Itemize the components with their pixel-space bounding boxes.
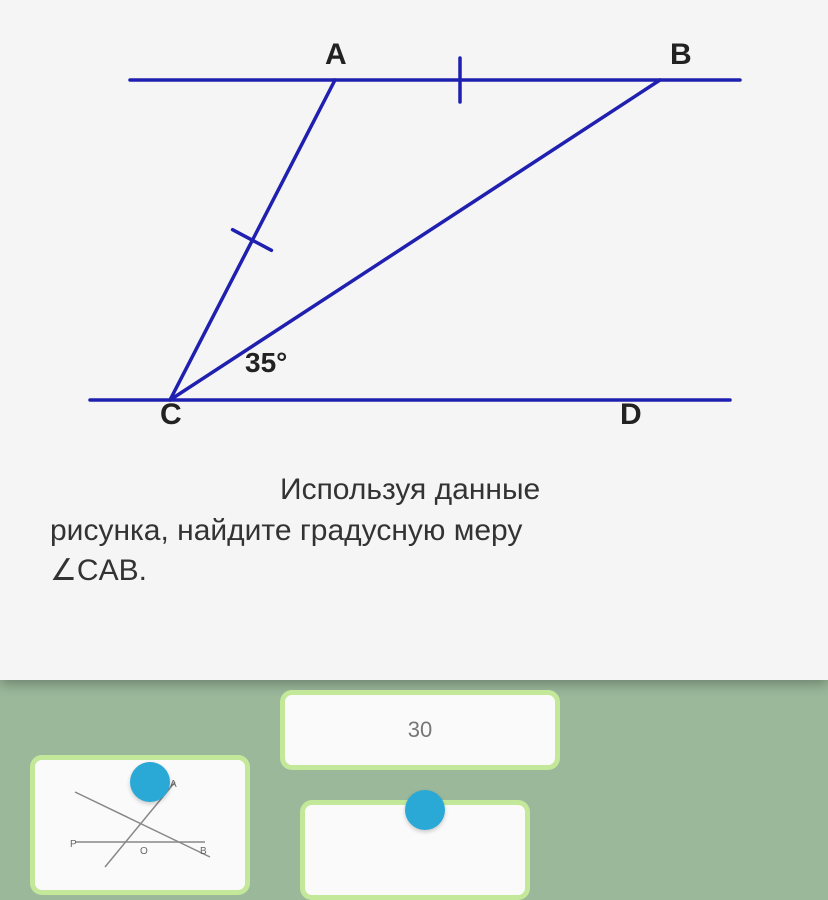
point-label-A: A [325, 38, 347, 72]
geometry-diagram: A B C D 35° [60, 20, 760, 460]
problem-line2: рисунка, найдите градусную меру [50, 514, 522, 547]
carousel-dot-indicator[interactable] [405, 790, 445, 830]
point-label-D: D [620, 398, 642, 432]
point-label-C: C [160, 398, 182, 432]
svg-text:O: O [140, 846, 148, 857]
point-label-B: B [670, 38, 692, 72]
answer-card[interactable]: 30 [280, 690, 560, 770]
angle-symbol: ∠ [50, 554, 77, 587]
angle-value-label: 35° [245, 347, 287, 379]
angle-name: CAB. [77, 554, 147, 587]
svg-text:A: A [170, 779, 177, 790]
answer-value: 30 [408, 717, 432, 743]
problem-statement: Используя данные рисунка, найдите градус… [50, 470, 770, 592]
problem-card: A B C D 35° Используя данные рисунка, найди… [0, 0, 828, 680]
svg-text:B: B [200, 846, 207, 857]
svg-text:P: P [70, 839, 77, 850]
diagram-svg [60, 20, 760, 460]
carousel-dot-indicator[interactable] [130, 762, 170, 802]
problem-line1: Используя данные [280, 473, 540, 506]
